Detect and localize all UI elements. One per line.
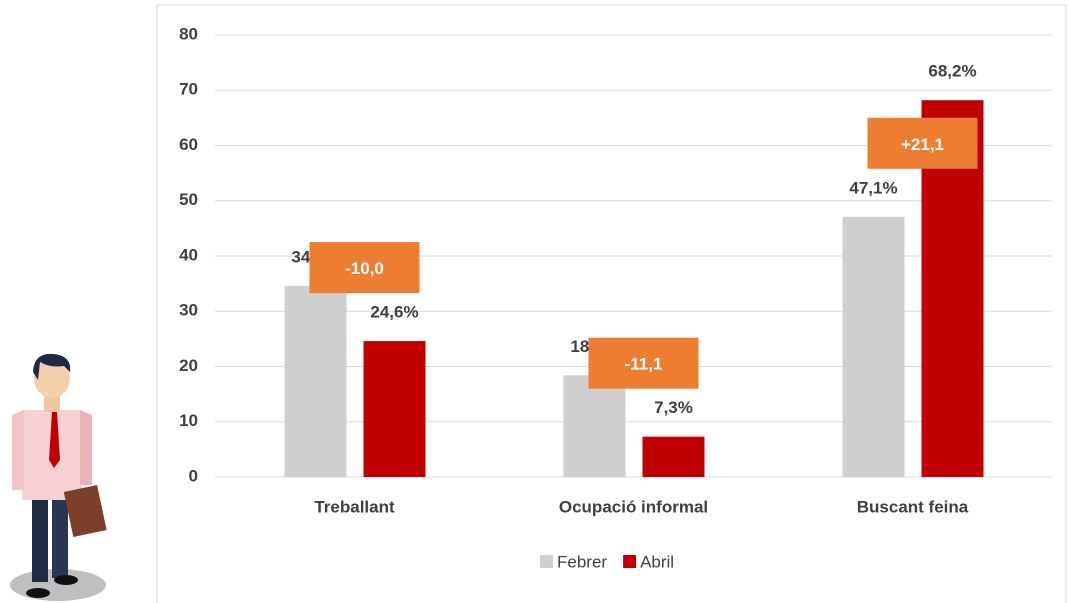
change-label: -10,0 xyxy=(345,259,384,278)
page: 01020304050607080Treballant34,6%24,6%-10… xyxy=(0,0,1069,603)
data-label: 68,2% xyxy=(928,62,976,81)
change-label: -11,1 xyxy=(625,355,663,374)
legend-swatch xyxy=(540,555,553,568)
y-tick-label: 70 xyxy=(179,80,198,99)
person-illustration xyxy=(10,354,107,601)
data-label: 24,6% xyxy=(370,303,418,322)
y-tick-label: 20 xyxy=(179,356,198,375)
legend-label: Abril xyxy=(640,552,674,571)
x-tick-label: Ocupació informal xyxy=(559,497,708,516)
y-tick-label: 40 xyxy=(179,245,198,264)
x-tick-label: Buscant feina xyxy=(857,497,969,516)
y-tick-label: 50 xyxy=(179,190,198,209)
data-label: 47,1% xyxy=(849,178,897,197)
bar xyxy=(285,286,347,477)
chart: 01020304050607080Treballant34,6%24,6%-10… xyxy=(0,0,1069,603)
bar xyxy=(843,217,905,477)
change-label: +21,1 xyxy=(901,135,944,154)
bar xyxy=(643,437,705,477)
legend-swatch xyxy=(623,555,636,568)
bar xyxy=(364,341,426,477)
y-tick-label: 80 xyxy=(179,24,198,43)
y-tick-label: 10 xyxy=(179,411,198,430)
x-tick-label: Treballant xyxy=(314,497,395,516)
y-tick-label: 30 xyxy=(179,301,198,320)
legend-label: Febrer xyxy=(557,552,607,571)
y-tick-label: 0 xyxy=(189,466,198,485)
y-tick-label: 60 xyxy=(179,135,198,154)
data-label: 7,3% xyxy=(654,398,693,417)
bar xyxy=(564,375,626,477)
